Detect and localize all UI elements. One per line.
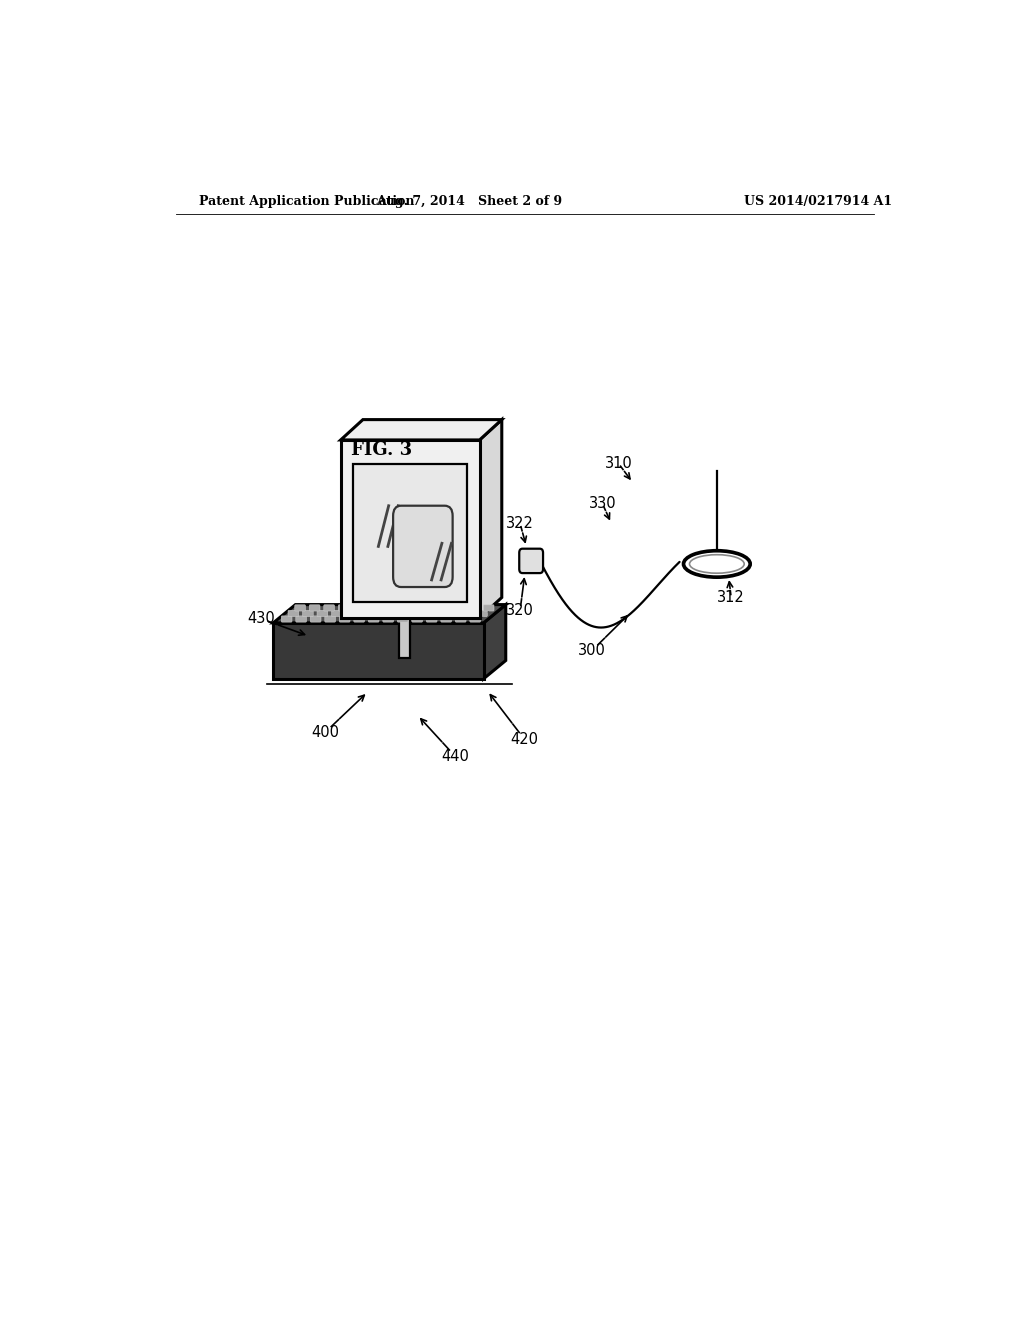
FancyBboxPatch shape: [382, 605, 392, 611]
FancyBboxPatch shape: [412, 616, 423, 622]
FancyBboxPatch shape: [332, 610, 342, 616]
FancyBboxPatch shape: [426, 616, 437, 622]
Polygon shape: [273, 605, 506, 623]
FancyBboxPatch shape: [433, 610, 443, 616]
FancyBboxPatch shape: [483, 605, 494, 611]
Text: 420: 420: [511, 733, 539, 747]
FancyBboxPatch shape: [317, 610, 328, 616]
Polygon shape: [479, 420, 502, 618]
FancyBboxPatch shape: [455, 605, 465, 611]
Polygon shape: [483, 605, 506, 678]
Ellipse shape: [684, 550, 751, 577]
FancyBboxPatch shape: [476, 610, 487, 616]
FancyBboxPatch shape: [295, 605, 305, 611]
Bar: [353, 465, 467, 602]
FancyBboxPatch shape: [360, 610, 372, 616]
FancyBboxPatch shape: [383, 616, 393, 622]
FancyBboxPatch shape: [369, 616, 379, 622]
FancyBboxPatch shape: [324, 605, 335, 611]
Text: 430: 430: [248, 611, 275, 626]
FancyBboxPatch shape: [325, 616, 336, 622]
Text: 322: 322: [506, 516, 534, 531]
FancyBboxPatch shape: [419, 610, 429, 616]
Bar: [415, 610, 426, 651]
FancyBboxPatch shape: [346, 610, 356, 616]
FancyBboxPatch shape: [439, 605, 451, 611]
FancyBboxPatch shape: [397, 616, 408, 622]
FancyBboxPatch shape: [393, 506, 453, 587]
FancyBboxPatch shape: [375, 610, 386, 616]
Text: 320: 320: [506, 603, 534, 618]
FancyBboxPatch shape: [368, 605, 378, 611]
FancyBboxPatch shape: [389, 610, 400, 616]
Text: Aug. 7, 2014   Sheet 2 of 9: Aug. 7, 2014 Sheet 2 of 9: [376, 194, 562, 207]
Text: Patent Application Publication: Patent Application Publication: [200, 194, 415, 207]
FancyBboxPatch shape: [469, 605, 479, 611]
FancyBboxPatch shape: [288, 610, 299, 616]
FancyBboxPatch shape: [519, 549, 543, 573]
Text: 300: 300: [579, 643, 606, 657]
FancyBboxPatch shape: [411, 605, 422, 611]
FancyBboxPatch shape: [309, 605, 319, 611]
Text: FIG. 3: FIG. 3: [351, 441, 413, 459]
FancyBboxPatch shape: [339, 616, 350, 622]
FancyBboxPatch shape: [338, 605, 349, 611]
FancyBboxPatch shape: [456, 616, 466, 622]
Text: 310: 310: [604, 455, 632, 471]
FancyBboxPatch shape: [354, 616, 365, 622]
FancyBboxPatch shape: [462, 610, 473, 616]
FancyBboxPatch shape: [282, 616, 292, 622]
FancyBboxPatch shape: [396, 605, 407, 611]
FancyBboxPatch shape: [470, 616, 480, 622]
Bar: [273, 623, 483, 678]
FancyBboxPatch shape: [447, 610, 459, 616]
FancyBboxPatch shape: [296, 616, 306, 622]
FancyBboxPatch shape: [302, 610, 313, 616]
Text: 312: 312: [717, 590, 745, 605]
FancyBboxPatch shape: [404, 610, 415, 616]
Ellipse shape: [689, 554, 744, 573]
FancyBboxPatch shape: [441, 616, 452, 622]
Text: 400: 400: [311, 725, 339, 741]
Polygon shape: [341, 420, 502, 440]
FancyBboxPatch shape: [310, 616, 321, 622]
Text: 330: 330: [589, 496, 616, 511]
FancyBboxPatch shape: [353, 605, 364, 611]
Bar: [341, 440, 479, 618]
Text: 440: 440: [441, 748, 469, 763]
FancyBboxPatch shape: [425, 605, 436, 611]
Text: US 2014/0217914 A1: US 2014/0217914 A1: [744, 194, 893, 207]
Bar: [399, 618, 411, 659]
